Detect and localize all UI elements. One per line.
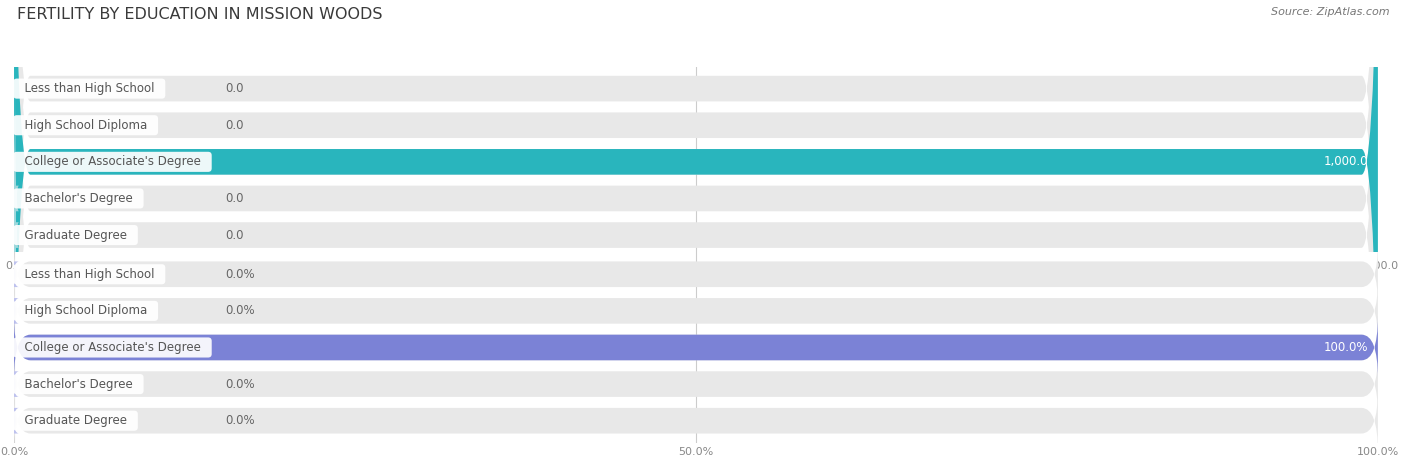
FancyBboxPatch shape <box>14 0 1378 476</box>
Text: College or Associate's Degree: College or Associate's Degree <box>17 341 208 354</box>
FancyBboxPatch shape <box>14 0 1378 476</box>
Text: College or Associate's Degree: College or Associate's Degree <box>17 155 208 169</box>
Text: Bachelor's Degree: Bachelor's Degree <box>17 192 141 205</box>
Text: High School Diploma: High School Diploma <box>17 304 155 317</box>
FancyBboxPatch shape <box>14 317 1378 378</box>
FancyBboxPatch shape <box>14 0 1378 476</box>
Text: High School Diploma: High School Diploma <box>17 119 155 132</box>
FancyBboxPatch shape <box>14 317 1378 378</box>
FancyBboxPatch shape <box>14 389 1378 452</box>
Text: FERTILITY BY EDUCATION IN MISSION WOODS: FERTILITY BY EDUCATION IN MISSION WOODS <box>17 7 382 22</box>
Text: 0.0: 0.0 <box>225 228 245 242</box>
Text: 0.0%: 0.0% <box>225 304 254 317</box>
FancyBboxPatch shape <box>14 280 1378 342</box>
Text: 0.0: 0.0 <box>225 82 245 95</box>
FancyBboxPatch shape <box>10 116 18 354</box>
Text: Graduate Degree: Graduate Degree <box>17 228 135 242</box>
FancyBboxPatch shape <box>10 408 18 434</box>
FancyBboxPatch shape <box>14 0 1378 476</box>
FancyBboxPatch shape <box>14 0 1378 476</box>
Text: Source: ZipAtlas.com: Source: ZipAtlas.com <box>1271 7 1389 17</box>
FancyBboxPatch shape <box>10 6 18 244</box>
Text: 0.0%: 0.0% <box>225 268 254 281</box>
FancyBboxPatch shape <box>14 243 1378 306</box>
Text: Graduate Degree: Graduate Degree <box>17 414 135 427</box>
Text: 0.0%: 0.0% <box>225 377 254 391</box>
FancyBboxPatch shape <box>10 371 18 397</box>
FancyBboxPatch shape <box>10 298 18 324</box>
Text: 1,000.0: 1,000.0 <box>1324 155 1368 169</box>
Text: Less than High School: Less than High School <box>17 82 162 95</box>
Text: 0.0: 0.0 <box>225 119 245 132</box>
Text: 0.0%: 0.0% <box>225 414 254 427</box>
FancyBboxPatch shape <box>14 353 1378 415</box>
Text: 100.0%: 100.0% <box>1324 341 1368 354</box>
Text: Bachelor's Degree: Bachelor's Degree <box>17 377 141 391</box>
FancyBboxPatch shape <box>14 0 1378 476</box>
FancyBboxPatch shape <box>10 261 18 287</box>
Text: Less than High School: Less than High School <box>17 268 162 281</box>
FancyBboxPatch shape <box>10 0 18 208</box>
Text: 0.0: 0.0 <box>225 192 245 205</box>
FancyBboxPatch shape <box>10 79 18 317</box>
